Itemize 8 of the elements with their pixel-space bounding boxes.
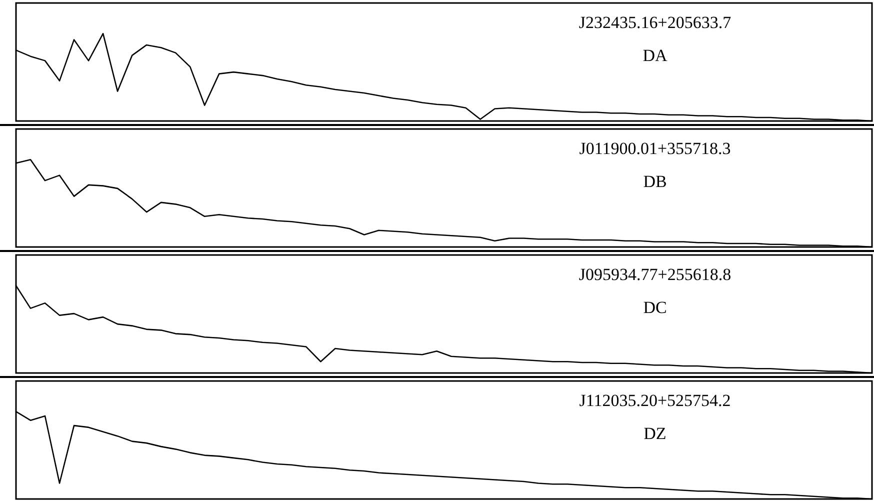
text: J112035.20+525754.2 [579,391,731,410]
annotation: DB [643,172,667,191]
annotation: DA [642,46,668,65]
text: J232435.16+205633.7 [578,13,732,32]
text: J011900.01+355718.3 [579,139,731,158]
annotation: DZ [644,424,666,443]
text: J095934.77+255618.8 [578,265,732,284]
annotation: DC [643,298,667,317]
